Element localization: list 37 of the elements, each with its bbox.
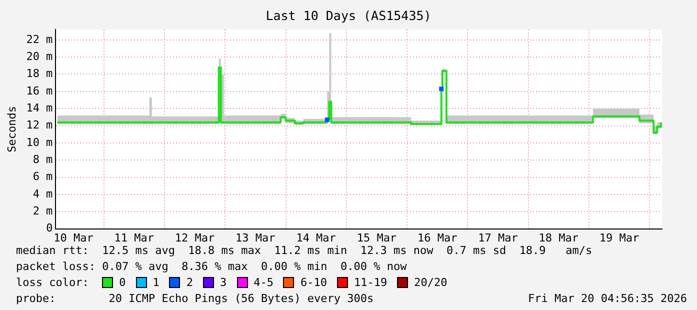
y-tick-label: 22 m bbox=[26, 32, 54, 46]
text: packet loss: 0.07 % avg 8.36 % max 0.00 % min 0.00 % now bbox=[16, 260, 407, 273]
y-tick-label: 8 m bbox=[32, 152, 54, 166]
x-tick-label: 13 Mar bbox=[236, 231, 276, 244]
legend-label: 0 bbox=[119, 276, 126, 289]
legend-label: 6-10 bbox=[300, 276, 327, 289]
y-tick-label: 2 m bbox=[32, 204, 54, 218]
text: median rtt: 12.5 ms avg 18.8 ms max 11.2 ms min 12.3 ms now 0.7 ms sd 18.9 am/s bbox=[16, 244, 592, 257]
y-tick-label: 12 m bbox=[26, 118, 54, 132]
y-tick-label: 16 m bbox=[26, 84, 54, 98]
legend-label: 2 bbox=[186, 276, 193, 289]
x-tick-label: 12 Mar bbox=[174, 231, 216, 244]
y-tick-label: 4 m bbox=[32, 187, 54, 200]
legend-label: 3 bbox=[220, 276, 227, 289]
text: probe: 20 ICMP Echo Pings (56 Bytes) every 300s bbox=[16, 292, 374, 305]
legend-title: loss color: bbox=[16, 276, 90, 289]
x-tick-label: 18 Mar bbox=[538, 231, 579, 244]
y-tick-label: 14 m bbox=[26, 101, 54, 114]
y-axis-title: Seconds bbox=[5, 106, 18, 152]
y-tick-label: 18 m bbox=[26, 67, 54, 80]
y-tick-label: 10 m bbox=[26, 136, 54, 149]
legend-label: 11-19 bbox=[354, 276, 388, 289]
x-tick-label: 14 Mar bbox=[296, 231, 336, 244]
x-tick-label: 11 Mar bbox=[114, 231, 154, 244]
legend-label: 4-5 bbox=[254, 276, 274, 289]
text: Fri Mar 20 04:56:35 2026 bbox=[528, 292, 687, 305]
x-tick-label: 19 Mar bbox=[599, 231, 640, 244]
y-tick-label: 20 m bbox=[26, 50, 54, 63]
legend-label: 20/20 bbox=[414, 276, 448, 289]
x-tick-label: 15 Mar bbox=[356, 231, 397, 244]
chart-title: Last 10 Days (AS15435) bbox=[264, 8, 432, 23]
x-tick-label: 10 Mar bbox=[54, 231, 94, 244]
y-tick-label: 6 m bbox=[32, 170, 54, 184]
y-tick-label: 0 bbox=[46, 222, 53, 235]
x-tick-label: 16 Mar bbox=[417, 231, 458, 244]
x-tick-label: 17 Mar bbox=[478, 231, 518, 244]
legend-label: 1 bbox=[152, 276, 160, 289]
